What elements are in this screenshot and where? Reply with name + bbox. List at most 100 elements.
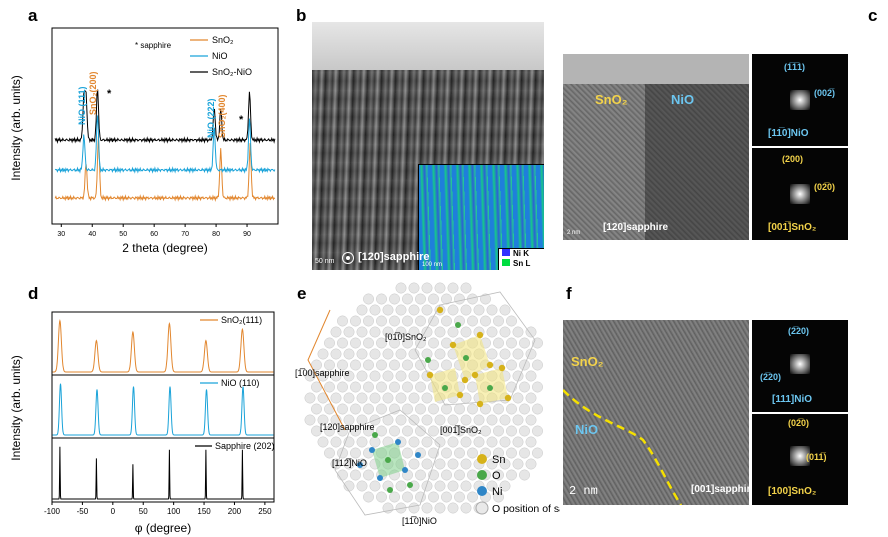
sapphire-o-site [395, 392, 407, 404]
eds-legend-nik: Ni K [513, 249, 529, 258]
sapphire-o-site [493, 315, 504, 327]
sapphire-o-site [460, 502, 472, 514]
fft-f2-a: (02̅0) [788, 418, 810, 428]
sapphire-o-site [395, 282, 407, 294]
sapphire-o-site [421, 304, 433, 316]
fft-f1-b: (2̅20) [760, 372, 782, 382]
sapphire-o-site [428, 403, 439, 415]
sapphire-o-site [317, 348, 329, 360]
phi-chart: -100 -50 0 50 100 150 200 250 φ (degree) Intens… [9, 311, 275, 535]
sapphire-o-site [473, 304, 485, 316]
sapphire-o-site [525, 392, 537, 404]
sapphire-o-site [369, 348, 381, 360]
ni-site [415, 452, 421, 458]
sapphire-o-site [324, 447, 335, 459]
sapphire-o-site [402, 425, 413, 437]
sapphire-o-site [460, 326, 472, 338]
sapphire-o-site [395, 304, 407, 316]
sapphire-o-site [454, 491, 465, 503]
sapphire-o-site [402, 447, 413, 459]
sn-site [436, 306, 444, 314]
ni-site [369, 447, 375, 453]
sn-site [461, 376, 469, 384]
sapphire-o-site [356, 348, 368, 360]
sapphire-o-site [460, 436, 472, 448]
sapphire-o-site [421, 282, 433, 294]
sapphire-o-site [317, 436, 329, 448]
sapphire-o-site [415, 381, 426, 393]
sapphire-o-site [499, 414, 511, 426]
sapphire-o-site [506, 469, 517, 481]
sapphire-o-site [389, 315, 400, 327]
sapphire-o-site [415, 491, 426, 503]
o-site [442, 385, 448, 391]
sapphire-o-site [428, 491, 439, 503]
sapphire-o-site [402, 293, 413, 305]
sapphire-o-site [311, 359, 322, 371]
sn-site [426, 371, 434, 379]
sapphire-o-site [402, 403, 413, 415]
panel-label-c: c [868, 6, 878, 25]
fft-c2-a: (200) [782, 154, 804, 164]
sapphire-o-site [512, 436, 524, 448]
sapphire-o-site [447, 502, 459, 514]
sapphire-o-site [473, 414, 485, 426]
sapphire-o-site [519, 381, 530, 393]
sapphire-o-site [486, 326, 498, 338]
xrd-peak-nio111: NiO (111) [77, 86, 87, 125]
sapphire-o-site [467, 491, 478, 503]
tem-f-scale: 2 nm [569, 484, 598, 498]
sapphire-o-site [311, 425, 322, 437]
o-site [455, 322, 461, 328]
phi-series-0 [52, 318, 274, 373]
sapphire-o-site [441, 447, 452, 459]
sapphire-o-site [480, 425, 491, 437]
sapphire-o-site [415, 403, 426, 415]
sapphire-o-site [395, 414, 407, 426]
phi-xlabel: φ (degree) [135, 521, 191, 535]
sapphire-o-site [402, 359, 413, 371]
o-site [387, 487, 393, 493]
o-site [385, 457, 391, 463]
sapphire-o-site [415, 469, 426, 481]
sapphire-o-site [460, 458, 472, 470]
sapphire-o-site [512, 414, 524, 426]
tem-f-orient: [001]sapphire [691, 484, 749, 495]
o-site [463, 355, 469, 361]
sapphire-o-site [343, 348, 355, 360]
fft-c1-zone: [11̅0]NiO [768, 128, 809, 139]
sapphire-o-site [363, 381, 374, 393]
sapphire-o-site [311, 403, 322, 415]
fft-c2-b: (02̅0) [814, 182, 836, 192]
sapphire-o-site [421, 326, 433, 338]
sapphire-o-site [350, 425, 361, 437]
sapphire-o-site [389, 293, 400, 305]
sapphire-o-site [486, 348, 498, 360]
sapphire-o-site [395, 480, 407, 492]
sapphire-o-site [441, 491, 452, 503]
sapphire-o-site [415, 293, 426, 305]
phi-tick-label: 100 [167, 507, 181, 516]
sapphire-o-site [337, 315, 348, 327]
sapphire-o-site [376, 403, 387, 415]
tem-image-f: SnO₂ NiO [001]sapphire 2 nm [563, 320, 749, 505]
phi-tick-label: 0 [111, 507, 116, 516]
sapphire-o-site [460, 480, 472, 492]
sapphire-o-site [389, 491, 400, 503]
sapphire-o-site [376, 315, 387, 327]
e-legend-ni: Ni [492, 486, 502, 498]
sapphire-o-site [499, 480, 511, 492]
xrd-tick-label: 50 [119, 231, 127, 238]
eds-legend-snl: Sn L [513, 259, 531, 268]
sapphire-o-site [350, 469, 361, 481]
sn-site [476, 400, 484, 408]
sapphire-o-site [525, 414, 537, 426]
sapphire-o-site [376, 337, 387, 349]
xrd-star-1: * [107, 88, 112, 100]
sapphire-o-site [434, 458, 446, 470]
sapphire-o-site [408, 436, 420, 448]
sapphire-o-site [525, 436, 537, 448]
sapphire-o-site [499, 436, 511, 448]
sapphire-o-site [447, 282, 459, 294]
sapphire-o-site [408, 502, 420, 514]
